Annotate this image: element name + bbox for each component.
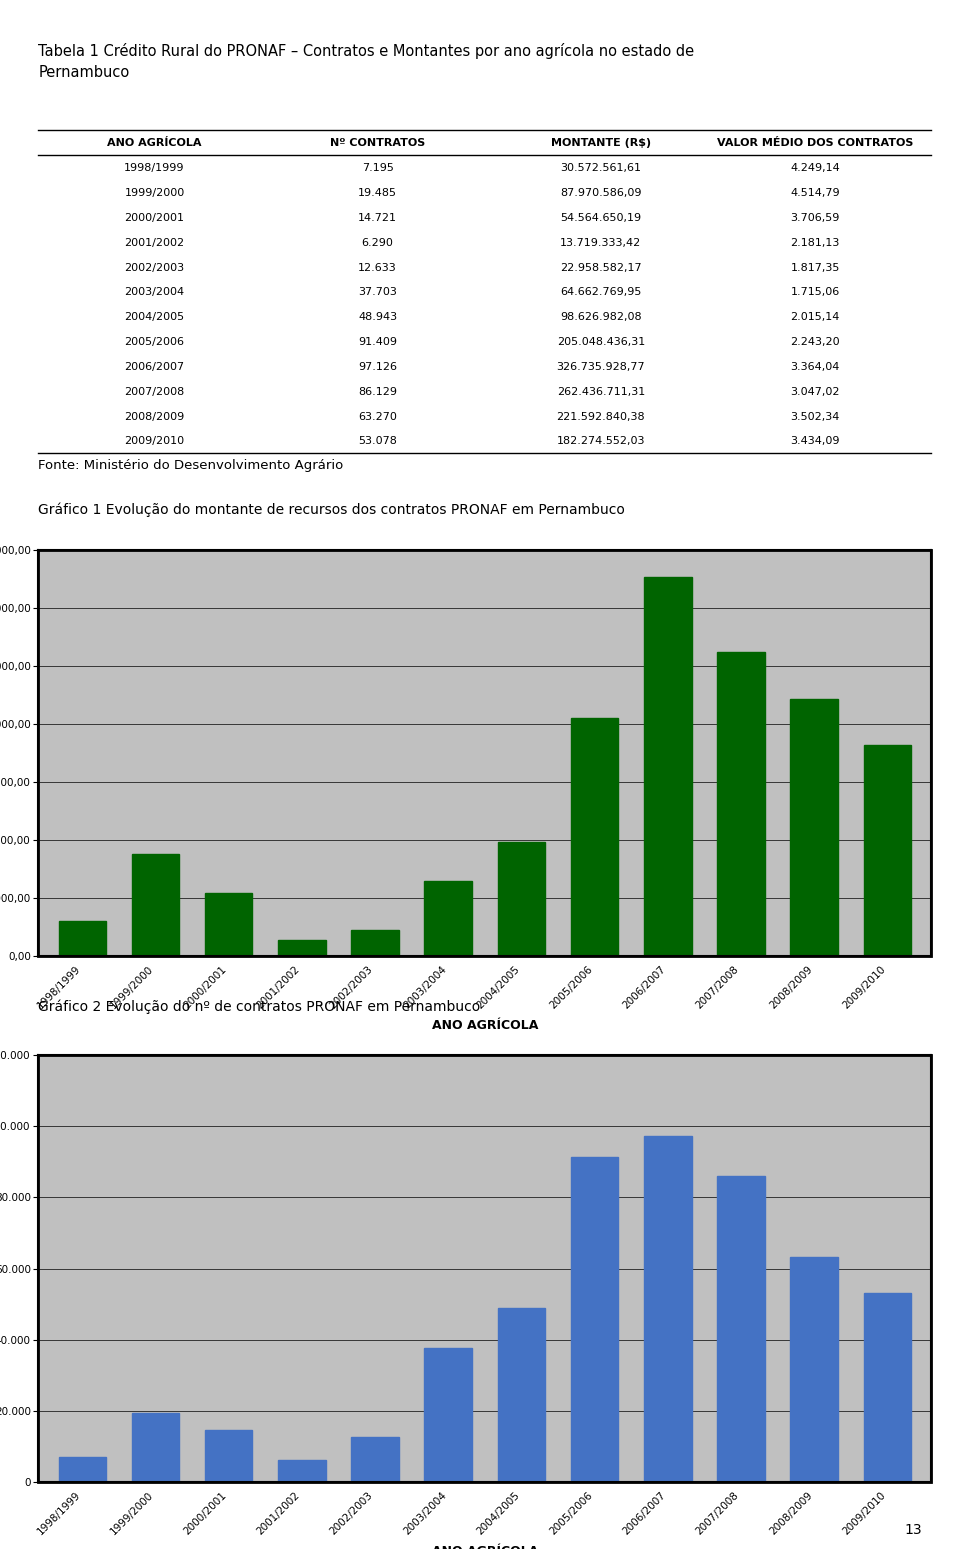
Text: 2005/2006: 2005/2006: [125, 338, 184, 347]
Text: 1.715,06: 1.715,06: [790, 288, 840, 297]
Text: Gráfico 1 Evolução do montante de recursos dos contratos PRONAF em Pernambuco: Gráfico 1 Evolução do montante de recurs…: [38, 503, 625, 517]
Text: Fonte: Ministério do Desenvolvimento Agrário: Fonte: Ministério do Desenvolvimento Agr…: [38, 459, 344, 472]
Text: 2008/2009: 2008/2009: [125, 412, 184, 421]
Text: 205.048.436,31: 205.048.436,31: [557, 338, 645, 347]
Text: 182.274.552,03: 182.274.552,03: [557, 437, 645, 446]
Text: 262.436.711,31: 262.436.711,31: [557, 387, 645, 397]
Text: 53.078: 53.078: [358, 437, 397, 446]
Text: 98.626.982,08: 98.626.982,08: [560, 313, 641, 322]
Text: 2003/2004: 2003/2004: [125, 288, 184, 297]
Text: 54.564.650,19: 54.564.650,19: [561, 212, 641, 223]
Text: 37.703: 37.703: [358, 288, 397, 297]
Text: 3.434,09: 3.434,09: [790, 437, 840, 446]
Text: 13: 13: [904, 1523, 922, 1537]
Text: 2.015,14: 2.015,14: [790, 313, 840, 322]
Text: 22.958.582,17: 22.958.582,17: [560, 263, 641, 273]
Text: 2004/2005: 2004/2005: [125, 313, 184, 322]
Text: 221.592.840,38: 221.592.840,38: [557, 412, 645, 421]
Text: 86.129: 86.129: [358, 387, 397, 397]
Text: 3.364,04: 3.364,04: [790, 362, 840, 372]
Text: 12.633: 12.633: [358, 263, 397, 273]
Text: 2.243,20: 2.243,20: [790, 338, 840, 347]
Text: 6.290: 6.290: [362, 237, 394, 248]
Text: ANO AGRÍCOLA: ANO AGRÍCOLA: [108, 138, 202, 149]
Text: 4.514,79: 4.514,79: [790, 187, 840, 198]
Text: 2002/2003: 2002/2003: [125, 263, 184, 273]
Text: 7.195: 7.195: [362, 163, 394, 173]
Text: 48.943: 48.943: [358, 313, 397, 322]
Text: 326.735.928,77: 326.735.928,77: [557, 362, 645, 372]
Text: Gráfico 2 Evolução do nº de contratos PRONAF em Pernambuco: Gráfico 2 Evolução do nº de contratos PR…: [38, 999, 481, 1013]
Text: MONTANTE (R$): MONTANTE (R$): [551, 138, 651, 149]
Text: 3.502,34: 3.502,34: [790, 412, 840, 421]
Text: 91.409: 91.409: [358, 338, 397, 347]
Text: 30.572.561,61: 30.572.561,61: [561, 163, 641, 173]
Text: 4.249,14: 4.249,14: [790, 163, 840, 173]
Text: 1998/1999: 1998/1999: [124, 163, 184, 173]
Text: Tabela 1 Crédito Rural do PRONAF – Contratos e Montantes por ano agrícola no est: Tabela 1 Crédito Rural do PRONAF – Contr…: [38, 43, 694, 81]
Text: 1.817,35: 1.817,35: [790, 263, 840, 273]
Text: 2.181,13: 2.181,13: [790, 237, 840, 248]
Text: 14.721: 14.721: [358, 212, 397, 223]
Text: 64.662.769,95: 64.662.769,95: [561, 288, 641, 297]
Text: 2000/2001: 2000/2001: [125, 212, 184, 223]
Text: 13.719.333,42: 13.719.333,42: [561, 237, 641, 248]
Text: 97.126: 97.126: [358, 362, 397, 372]
Text: 63.270: 63.270: [358, 412, 397, 421]
Text: Nº CONTRATOS: Nº CONTRATOS: [330, 138, 425, 149]
Text: 2006/2007: 2006/2007: [125, 362, 184, 372]
Text: 87.970.586,09: 87.970.586,09: [560, 187, 641, 198]
Text: 19.485: 19.485: [358, 187, 397, 198]
Text: 2007/2008: 2007/2008: [125, 387, 184, 397]
Text: 1999/2000: 1999/2000: [125, 187, 184, 198]
Text: 2001/2002: 2001/2002: [125, 237, 184, 248]
Text: 2009/2010: 2009/2010: [125, 437, 184, 446]
Text: 3.706,59: 3.706,59: [790, 212, 840, 223]
Text: VALOR MÉDIO DOS CONTRATOS: VALOR MÉDIO DOS CONTRATOS: [717, 138, 913, 149]
Text: 3.047,02: 3.047,02: [790, 387, 840, 397]
